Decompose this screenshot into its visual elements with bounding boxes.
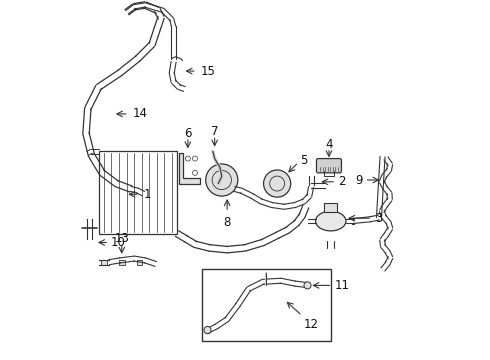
Bar — [101, 260, 107, 265]
Bar — [324, 203, 337, 212]
Text: 1: 1 — [143, 188, 151, 201]
FancyBboxPatch shape — [317, 158, 342, 173]
Circle shape — [206, 164, 238, 196]
Text: 9: 9 — [355, 174, 363, 186]
Circle shape — [204, 327, 211, 334]
Text: 15: 15 — [200, 64, 215, 77]
Bar — [119, 260, 124, 265]
Text: 14: 14 — [132, 107, 147, 120]
Text: 8: 8 — [223, 216, 231, 229]
Text: 3: 3 — [375, 212, 383, 225]
Text: 6: 6 — [184, 127, 192, 140]
Text: 11: 11 — [334, 279, 349, 292]
Text: 12: 12 — [304, 318, 319, 330]
Ellipse shape — [316, 211, 346, 231]
Text: 2: 2 — [338, 175, 345, 188]
Polygon shape — [179, 153, 200, 184]
Circle shape — [193, 156, 197, 161]
Circle shape — [264, 170, 291, 197]
Bar — [202, 269, 331, 341]
Text: 5: 5 — [300, 154, 308, 167]
Bar — [137, 260, 143, 265]
Circle shape — [185, 156, 190, 161]
Text: 4: 4 — [325, 138, 333, 151]
Circle shape — [193, 170, 197, 175]
Circle shape — [304, 282, 311, 289]
Text: 13: 13 — [114, 233, 129, 246]
Text: 7: 7 — [211, 125, 219, 138]
Bar — [98, 152, 177, 234]
Text: 10: 10 — [111, 236, 126, 249]
